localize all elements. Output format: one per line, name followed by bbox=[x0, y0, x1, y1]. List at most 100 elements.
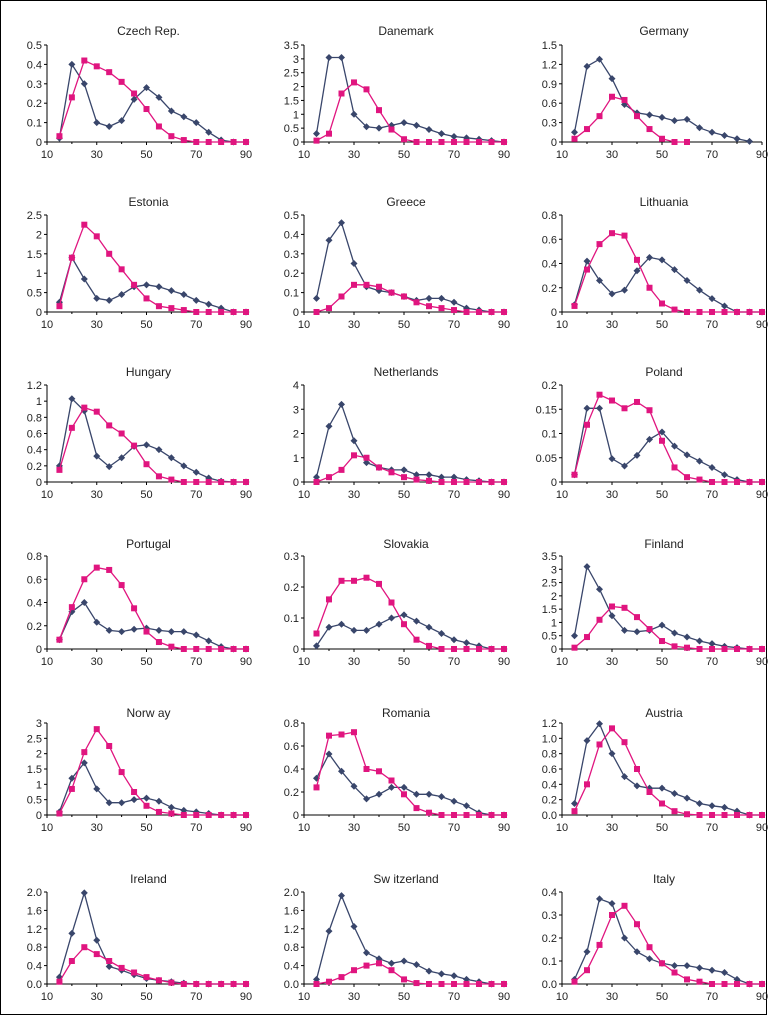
data-point bbox=[425, 294, 433, 302]
data-point bbox=[338, 620, 345, 628]
x-tick-label: 30 bbox=[348, 149, 360, 161]
chart-estonia: Estonia 0 0.5 1 1.5 2 2.5 10 30 50 70 90 bbox=[27, 195, 252, 331]
data-point bbox=[93, 936, 101, 944]
data-point bbox=[338, 466, 345, 473]
data-point bbox=[646, 955, 653, 963]
x-tick-label: 10 bbox=[298, 149, 310, 161]
chart-title: Slovakia bbox=[383, 537, 429, 551]
data-point bbox=[413, 121, 420, 129]
series-line bbox=[316, 454, 504, 483]
x-tick-label: 10 bbox=[556, 656, 568, 668]
data-point bbox=[709, 812, 715, 818]
data-point bbox=[388, 777, 395, 784]
x-tick-label: 70 bbox=[190, 991, 202, 1003]
data-point bbox=[696, 964, 703, 972]
series-1 bbox=[571, 720, 766, 819]
data-point bbox=[463, 802, 470, 810]
y-tick-label: 1.2 bbox=[27, 380, 42, 392]
x-tick-label: 90 bbox=[498, 822, 510, 834]
y-tick-label: 0 bbox=[551, 644, 557, 656]
chart-title: Poland bbox=[645, 365, 682, 379]
data-point bbox=[376, 107, 382, 114]
data-point bbox=[476, 812, 482, 818]
x-tick-label: 70 bbox=[190, 149, 202, 161]
data-point bbox=[313, 294, 320, 302]
data-point bbox=[143, 441, 150, 449]
x-tick-label: 90 bbox=[756, 656, 768, 668]
data-point bbox=[671, 442, 678, 450]
y-tick-label: 0.6 bbox=[542, 234, 557, 246]
data-point bbox=[350, 110, 358, 118]
x-tick-label: 10 bbox=[298, 656, 310, 668]
data-point bbox=[81, 944, 88, 951]
chart-title: Hungary bbox=[126, 365, 171, 379]
data-point bbox=[93, 294, 101, 302]
data-point bbox=[313, 309, 320, 315]
data-point bbox=[721, 803, 728, 811]
data-point bbox=[438, 130, 445, 138]
data-point bbox=[192, 468, 200, 476]
y-tick-label: 2.5 bbox=[27, 733, 42, 745]
data-point bbox=[80, 759, 88, 767]
data-point bbox=[230, 479, 237, 485]
chart-title: Finland bbox=[644, 537, 683, 551]
data-point bbox=[721, 309, 728, 315]
data-point bbox=[93, 452, 101, 460]
x-tick-label: 90 bbox=[756, 149, 768, 161]
x-tick-label: 30 bbox=[91, 822, 103, 834]
data-point bbox=[106, 422, 113, 429]
data-point bbox=[425, 967, 433, 975]
data-point bbox=[351, 281, 357, 288]
data-point bbox=[68, 958, 75, 964]
data-point bbox=[708, 802, 716, 810]
data-point bbox=[658, 784, 666, 792]
series-1 bbox=[571, 55, 753, 145]
data-point bbox=[476, 981, 482, 987]
data-point bbox=[426, 642, 432, 649]
data-point bbox=[118, 964, 125, 971]
data-point bbox=[351, 452, 357, 459]
data-point bbox=[584, 266, 590, 273]
y-tick-label: 0.5 bbox=[27, 795, 42, 807]
data-point bbox=[351, 79, 357, 86]
data-point bbox=[192, 296, 200, 304]
series-line bbox=[315, 402, 504, 483]
series-line bbox=[58, 946, 246, 985]
data-point bbox=[388, 614, 395, 622]
data-point bbox=[106, 566, 113, 573]
data-point bbox=[571, 471, 578, 478]
x-tick-label: 10 bbox=[41, 822, 53, 834]
data-point bbox=[609, 912, 615, 918]
data-point bbox=[401, 791, 407, 798]
data-point bbox=[118, 454, 126, 462]
data-point bbox=[413, 980, 420, 987]
data-point bbox=[80, 80, 88, 88]
data-point bbox=[351, 577, 357, 584]
y-tick-label: 1 bbox=[36, 268, 42, 280]
series-2 bbox=[313, 960, 507, 987]
x-tick-label: 70 bbox=[706, 656, 718, 668]
data-point bbox=[463, 309, 470, 315]
series-line bbox=[573, 393, 762, 483]
y-tick-label: 1 bbox=[36, 779, 42, 791]
series-line bbox=[315, 752, 504, 816]
series-2 bbox=[571, 391, 765, 485]
data-point bbox=[388, 967, 395, 974]
data-point bbox=[155, 639, 162, 646]
data-point bbox=[709, 646, 715, 652]
data-point bbox=[81, 221, 88, 228]
data-point bbox=[671, 643, 678, 650]
y-tick-label: 0 bbox=[551, 307, 557, 319]
x-tick-label: 50 bbox=[656, 489, 668, 501]
data-point bbox=[671, 969, 678, 976]
data-point bbox=[658, 256, 666, 264]
y-tick-label: 0 bbox=[293, 307, 299, 319]
data-point bbox=[671, 117, 678, 125]
data-point bbox=[168, 476, 175, 483]
y-tick-label: 0.9 bbox=[542, 79, 557, 91]
y-tick-label: 3 bbox=[36, 718, 42, 730]
y-tick-label: 2.0 bbox=[27, 887, 42, 899]
y-tick-label: 3.5 bbox=[542, 551, 557, 563]
data-point bbox=[375, 620, 383, 628]
data-point bbox=[596, 276, 603, 284]
